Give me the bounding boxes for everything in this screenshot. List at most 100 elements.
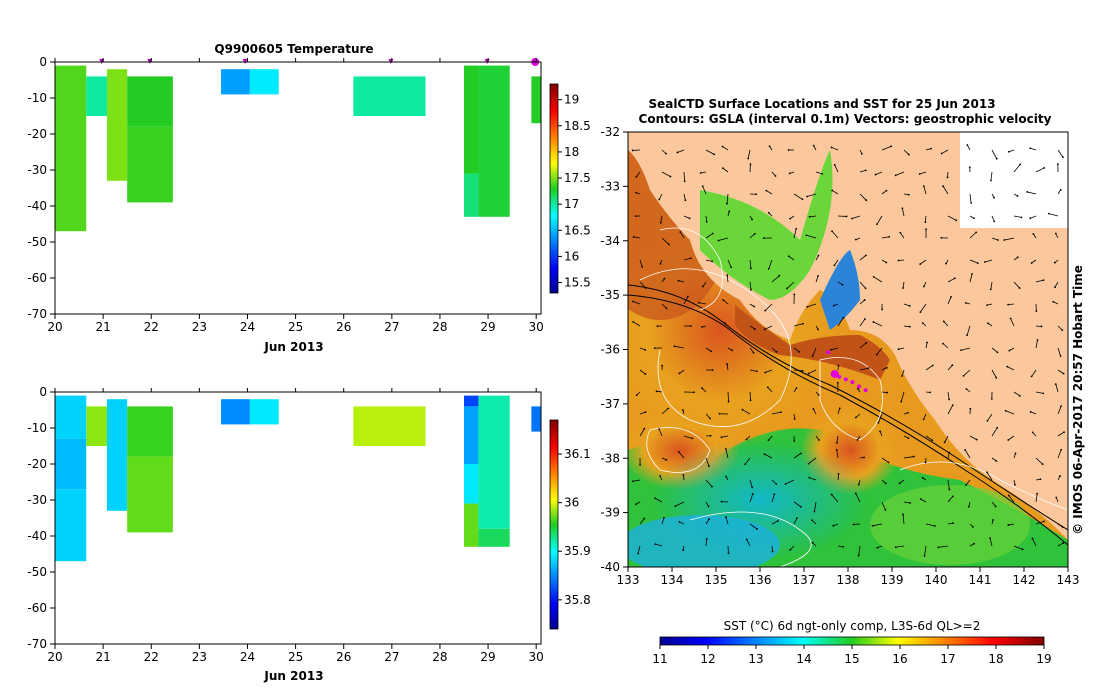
- sst-colorbar-ticks: 11 12 13 14 15 16 17 18 19: [652, 645, 1052, 666]
- velocity-vector-head: [635, 503, 637, 506]
- y-tick-label: -40: [27, 199, 47, 213]
- velocity-vector: [1057, 431, 1065, 437]
- velocity-vector-head: [632, 235, 635, 238]
- velocity-vector-head: [951, 495, 954, 498]
- velocity-vector-head: [940, 237, 943, 239]
- velocity-vector: [771, 520, 778, 525]
- heatmap-cell: [127, 76, 173, 127]
- velocity-vector: [807, 303, 817, 308]
- velocity-vector-head: [688, 217, 691, 220]
- heatmap-cell: [127, 456, 173, 533]
- velocity-vector-head: [863, 299, 866, 301]
- sst-colorbar-tick-label: 14: [796, 652, 811, 666]
- x-tick-label: 24: [240, 320, 255, 334]
- temperature-x-ticks: 20 21 22 23 24 25 26 27 28 29 30: [47, 58, 544, 334]
- velocity-vector: [727, 259, 732, 268]
- velocity-vector: [806, 234, 817, 239]
- velocity-vector-head: [663, 277, 666, 280]
- velocity-vector-head: [669, 175, 672, 178]
- velocity-vector: [808, 457, 817, 464]
- velocity-vector-head: [831, 230, 833, 233]
- velocity-vector: [768, 435, 773, 441]
- velocity-vector-head: [795, 227, 798, 230]
- velocity-vector: [718, 237, 729, 241]
- velocity-vector-head: [817, 328, 819, 331]
- velocity-vector-head: [1059, 355, 1062, 357]
- velocity-vector: [809, 215, 817, 218]
- velocity-vector: [771, 494, 775, 503]
- y-tick-label: -50: [27, 235, 47, 249]
- velocity-vector: [947, 296, 952, 305]
- velocity-vector-head: [966, 334, 968, 337]
- velocity-vector-head: [661, 364, 664, 367]
- velocity-vector: [764, 303, 773, 311]
- velocity-vector: [1010, 318, 1015, 327]
- x-tick-label: 22: [144, 320, 159, 334]
- velocity-vector-head: [798, 350, 801, 353]
- velocity-vector-head: [644, 373, 647, 375]
- velocity-vector-head: [773, 493, 776, 496]
- salinity-x-label: Jun 2013: [263, 669, 323, 683]
- velocity-vector-head: [812, 144, 815, 147]
- velocity-vector-head: [1007, 494, 1010, 497]
- velocity-vector: [807, 193, 817, 197]
- velocity-vector: [943, 321, 949, 327]
- velocity-vector-head: [1029, 410, 1032, 413]
- velocity-vector-head: [989, 288, 992, 291]
- heatmap-cell: [531, 76, 541, 124]
- velocity-vector: [836, 449, 839, 459]
- velocity-vector-head: [986, 471, 988, 474]
- heatmap-cell: [221, 69, 250, 95]
- heatmap-cell: [478, 65, 510, 217]
- velocity-vector-head: [1006, 365, 1009, 368]
- velocity-vector: [683, 296, 689, 305]
- velocity-vector: [1004, 237, 1015, 241]
- velocity-vector-head: [987, 322, 989, 325]
- velocity-vector-head: [665, 152, 667, 155]
- heatmap-cell: [478, 528, 510, 547]
- velocity-vector-head: [722, 299, 725, 301]
- velocity-vector-head: [953, 277, 956, 280]
- velocity-vector: [726, 193, 729, 204]
- velocity-vector-head: [768, 145, 771, 148]
- map-subtitle: Contours: GSLA (interval 0.1m) Vectors: …: [639, 112, 1052, 126]
- velocity-vector: [661, 408, 669, 415]
- velocity-vector-head: [692, 391, 695, 394]
- velocity-vector: [938, 545, 949, 548]
- velocity-vector: [674, 345, 685, 349]
- velocity-vector-head: [946, 176, 949, 179]
- velocity-vector-head: [970, 202, 973, 204]
- velocity-vector: [722, 146, 729, 151]
- velocity-vector-head: [644, 411, 647, 414]
- velocity-vector: [793, 369, 803, 372]
- velocity-vector-head: [919, 498, 922, 500]
- velocity-vector-head: [1060, 405, 1063, 407]
- velocity-vector: [1057, 369, 1064, 374]
- velocity-vector-head: [681, 409, 684, 411]
- velocity-vector: [808, 369, 817, 374]
- velocity-vector-head: [726, 202, 728, 205]
- temperature-colorbar-ticks: 15.5 16 16.5 17 17.5 18 18.5 19: [558, 93, 591, 290]
- temperature-y-ticks: 0 -10 -20 -30 -40 -50 -60 -70: [27, 55, 55, 321]
- velocity-vector-head: [654, 543, 657, 545]
- velocity-vector: [903, 149, 910, 155]
- velocity-vector-head: [698, 301, 700, 304]
- velocity-vector: [855, 493, 861, 503]
- velocity-vector-head: [686, 295, 689, 298]
- velocity-vector: [1027, 191, 1037, 195]
- velocity-vector-head: [1039, 478, 1042, 481]
- velocity-vector: [859, 193, 867, 201]
- velocity-vector-head: [901, 375, 903, 377]
- velocity-vector-head: [937, 546, 940, 549]
- velocity-vector: [1031, 369, 1037, 377]
- velocity-vector: [1054, 281, 1059, 288]
- velocity-vector-head: [659, 262, 662, 265]
- velocity-vector-head: [964, 302, 967, 304]
- velocity-vector: [661, 149, 667, 154]
- velocity-vector-head: [747, 157, 750, 160]
- velocity-vector-head: [951, 364, 954, 367]
- velocity-vector-head: [1007, 524, 1010, 526]
- velocity-vector: [1013, 281, 1020, 289]
- velocity-vector-head: [637, 552, 639, 555]
